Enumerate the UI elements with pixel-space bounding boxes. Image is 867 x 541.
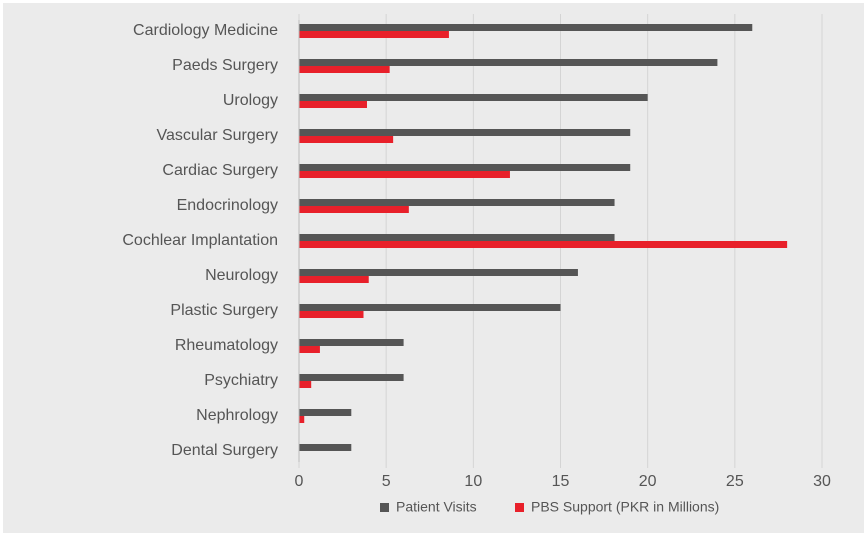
bar (299, 444, 352, 451)
bar (299, 241, 788, 248)
bar (299, 101, 367, 108)
x-tick-label: 25 (726, 473, 744, 490)
x-tick-label: 30 (813, 473, 831, 490)
bar (299, 136, 394, 143)
y-tick-label: Cochlear Implantation (122, 232, 278, 249)
x-tick-label: 15 (552, 473, 570, 490)
y-tick-label: Nephrology (196, 407, 278, 424)
legend-label: PBS Support (PKR in Millions) (531, 499, 719, 515)
bar (299, 171, 510, 178)
x-tick-label: 20 (639, 473, 657, 490)
bar (299, 129, 631, 136)
bar (299, 269, 578, 276)
y-tick-label: Urology (223, 92, 278, 109)
y-tick-label: Neurology (205, 267, 278, 284)
bar (299, 304, 561, 311)
x-tick-label: 10 (464, 473, 482, 490)
legend-swatch (515, 503, 524, 512)
y-tick-label: Cardiac Surgery (162, 162, 278, 179)
y-tick-label: Cardiology Medicine (133, 22, 278, 39)
bar (299, 199, 615, 206)
bar (299, 381, 312, 388)
bar (299, 234, 615, 241)
y-tick-label: Psychiatry (204, 372, 278, 389)
bar (299, 206, 409, 213)
bar (299, 59, 718, 66)
bar (299, 374, 404, 381)
bar (299, 164, 631, 171)
bar (299, 276, 369, 283)
y-tick-label: Paeds Surgery (172, 57, 278, 74)
legend-swatch (380, 503, 389, 512)
bar (299, 416, 305, 423)
bar (299, 24, 753, 31)
bar (299, 66, 390, 73)
legend-label: Patient Visits (396, 499, 477, 515)
bar (299, 31, 449, 38)
y-tick-label: Rheumatology (175, 337, 278, 354)
background (3, 3, 864, 533)
bar (299, 311, 364, 318)
y-tick-label: Plastic Surgery (170, 302, 278, 319)
y-tick-label: Vascular Surgery (156, 127, 278, 144)
x-tick-label: 0 (295, 473, 304, 490)
bar (299, 409, 352, 416)
bar (299, 94, 648, 101)
y-tick-label: Endocrinology (177, 197, 278, 214)
bar (299, 339, 404, 346)
x-tick-label: 5 (382, 473, 391, 490)
y-tick-label: Dental Surgery (171, 442, 278, 459)
bar (299, 346, 320, 353)
